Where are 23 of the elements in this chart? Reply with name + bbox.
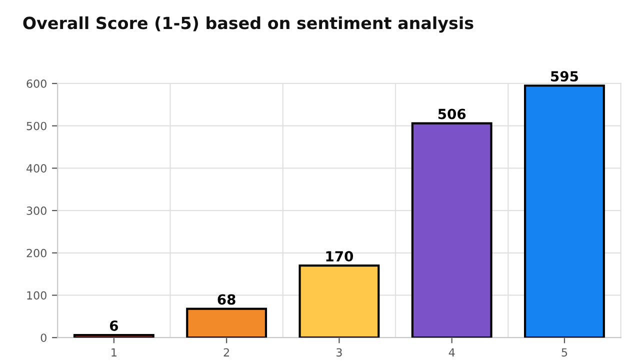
bar xyxy=(73,334,154,338)
x-tick-label: 5 xyxy=(562,348,568,357)
x-tick-label: 2 xyxy=(224,348,229,356)
bar xyxy=(298,264,380,338)
bar xyxy=(411,122,492,338)
y-tick-label: 500 xyxy=(26,122,46,130)
y-tick-label: 600 xyxy=(26,79,46,88)
y-tick-label: 300 xyxy=(26,206,46,215)
data-label: 6 xyxy=(110,320,118,331)
chart-title: Overall Score (1-5) based on sentiment analysis xyxy=(23,16,474,33)
data-label: 170 xyxy=(326,251,354,262)
bar xyxy=(524,84,605,338)
y-tick-label: 400 xyxy=(26,164,46,173)
y-tick-label: 0 xyxy=(40,334,46,342)
x-tick-label: 4 xyxy=(448,348,455,356)
data-label: 68 xyxy=(218,294,236,305)
data-label: 506 xyxy=(438,108,466,120)
x-tick-label: 3 xyxy=(336,348,342,357)
y-tick-label: 200 xyxy=(26,248,46,258)
x-tick-label: 1 xyxy=(112,348,116,356)
y-tick-label: 100 xyxy=(27,291,46,300)
bar xyxy=(186,308,268,338)
data-label: 595 xyxy=(551,71,578,82)
